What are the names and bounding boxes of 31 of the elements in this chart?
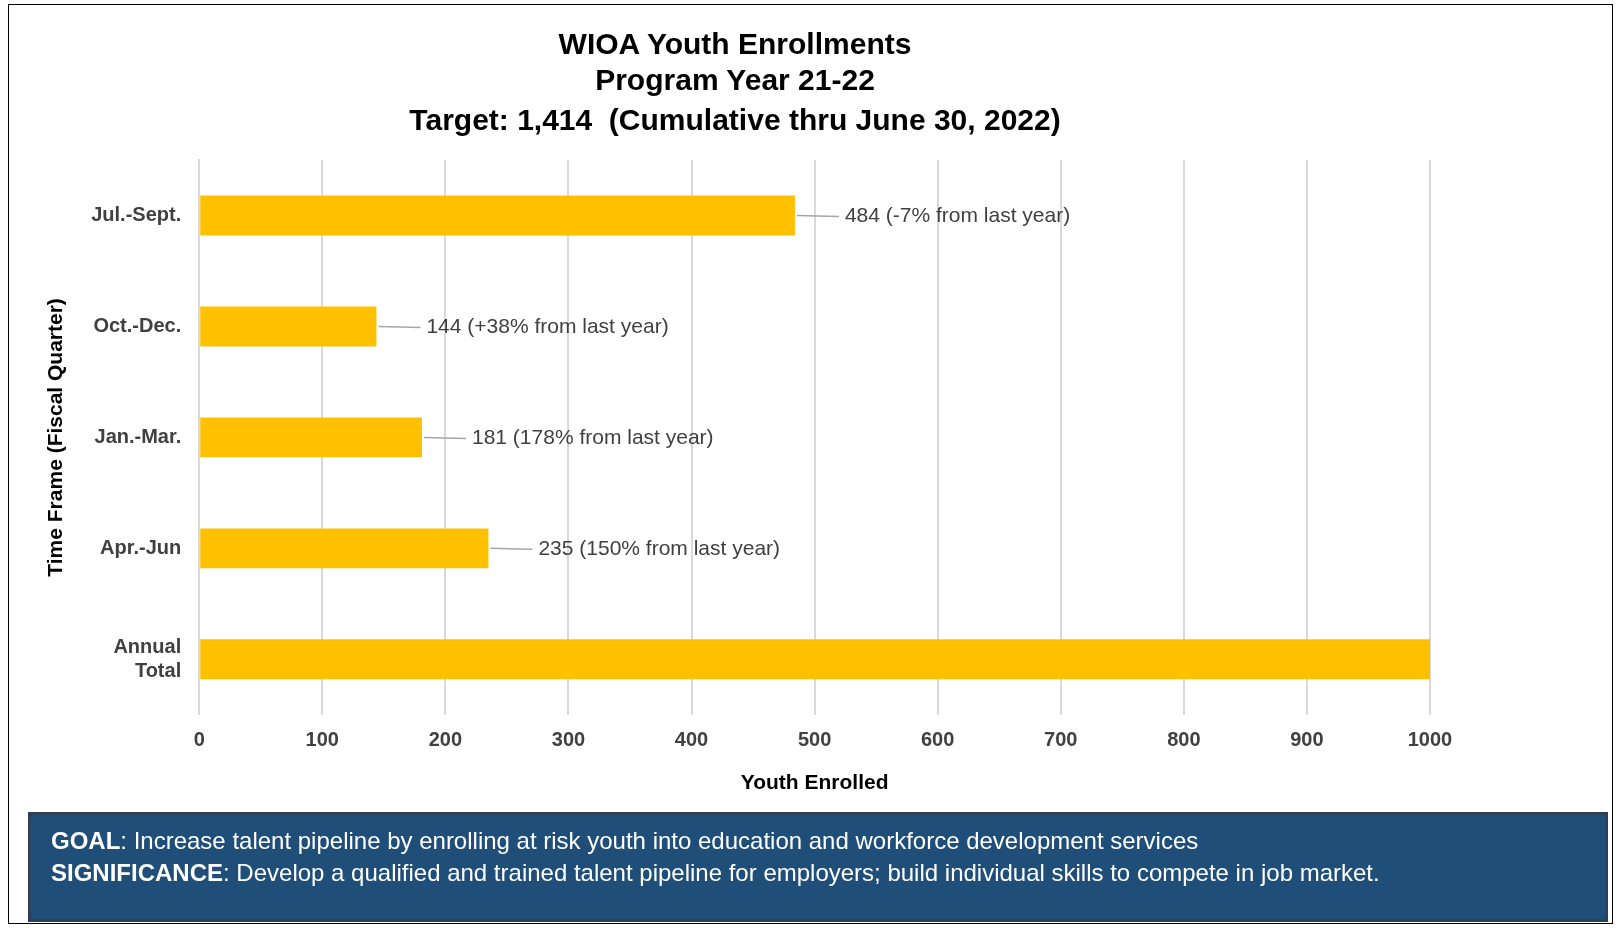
- x-tick-label: 300: [551, 728, 586, 751]
- x-tick-label: 200: [428, 728, 463, 751]
- x-axis-title: Youth Enrolled: [740, 770, 889, 794]
- text: SIGNIFICANCE: Develop a qualified and trained talent pipeline for employers; build individual skills to compete in job market.: [51, 858, 1381, 888]
- bar: [200, 417, 422, 458]
- chart-subtitle: Target: 1,414 (Cumulative thru June 30, 2022): [409, 103, 1061, 137]
- x-tick-label: 800: [1167, 728, 1201, 751]
- bar: [200, 639, 1430, 680]
- data-label: 235 (150% from last year): [538, 536, 781, 560]
- x-tick-label: 1000: [1407, 728, 1453, 751]
- x-tick-label: 700: [1044, 728, 1078, 751]
- bar: [200, 195, 795, 236]
- data-label: 144 (+38% from last year): [426, 314, 669, 338]
- y-tick-label: Oct.-Dec.: [93, 313, 182, 336]
- x-tick-label: 400: [674, 728, 709, 751]
- chart-title: WIOA Youth Enrollments Program Year 21-22: [558, 27, 912, 97]
- x-tick-label: 500: [797, 728, 832, 751]
- data-label: 484 (-7% from last year): [844, 203, 1071, 227]
- y-tick-label: Annual Total: [113, 634, 182, 681]
- x-tick-label: 100: [305, 728, 339, 751]
- x-tick-label: 600: [921, 728, 955, 751]
- y-tick-label: Jul.-Sept.: [91, 203, 182, 225]
- x-tick-label: 0: [193, 728, 205, 751]
- y-tick-label: Apr.-Jun: [100, 535, 182, 558]
- bar: [200, 306, 377, 347]
- y-axis-title: Time Frame (Fiscal Quarter): [43, 298, 67, 577]
- data-label: 181 (178% from last year): [471, 425, 714, 449]
- y-tick-label: Jan.-Mar.: [94, 424, 182, 447]
- text: GOAL: Increase talent pipeline by enrolling at risk youth into education and workforce development services: [51, 826, 1200, 856]
- bar: [200, 528, 489, 569]
- x-tick-label: 900: [1290, 728, 1324, 751]
